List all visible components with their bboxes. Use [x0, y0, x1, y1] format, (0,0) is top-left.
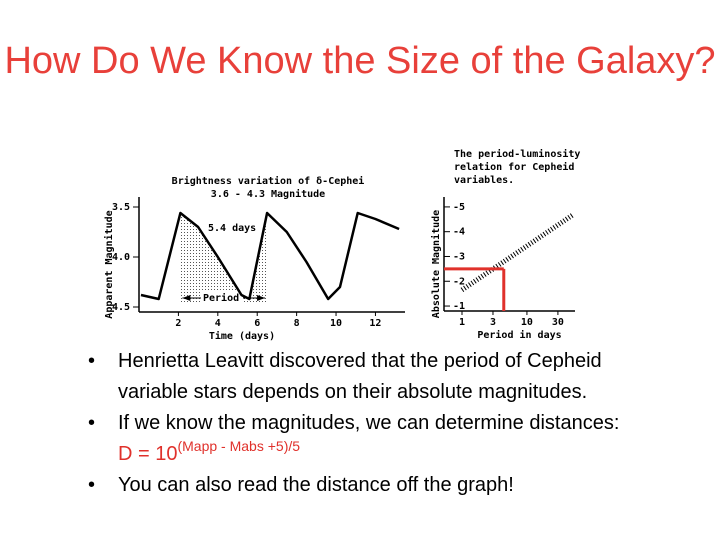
y-tick-label: 4.5 [112, 302, 130, 313]
formula: D = 10(Mapp - Mabs +5)/5 [118, 439, 300, 465]
y-tick-label: -2 [453, 276, 465, 287]
x-tick-label: 8 [294, 318, 300, 329]
x-tick-label: 12 [369, 318, 381, 329]
chart-title: The period-luminosity [454, 148, 580, 160]
x-tick-label: 6 [254, 318, 260, 329]
y-tick-label: -3 [453, 251, 465, 262]
bullet-text: Henrietta Leavitt discovered that the pe… [118, 350, 602, 403]
bullet: You can also read the distance off the g… [88, 470, 628, 501]
series-line [140, 211, 400, 301]
bullet-text: If we know the magnitudes, we can determ… [118, 412, 620, 434]
y-tick-label: -1 [453, 301, 465, 312]
annotation: 5.4 days [208, 223, 256, 234]
x-tick-label: 10 [521, 317, 533, 328]
y-tick-label: 4.0 [112, 252, 130, 263]
slide-title: How Do We Know the Size of the Galaxy? [4, 40, 716, 82]
series-line [460, 212, 575, 293]
x-tick-label: 2 [175, 318, 181, 329]
chart-subtitle: 3.6 - 4.3 Magnitude [211, 188, 325, 200]
x-tick-label: 30 [552, 317, 564, 328]
y-tick-label: -4 [453, 227, 465, 238]
chart-title: relation for Cepheid [454, 161, 574, 173]
bullet: If we know the magnitudes, we can determ… [88, 408, 628, 470]
y-tick-label: 3.5 [112, 202, 130, 213]
x-axis-label: Time (days) [209, 330, 275, 342]
x-axis-label: Period in days [477, 329, 561, 341]
formula-base: D = 10 [118, 443, 178, 465]
y-axis-label: Absolute Magnitude [430, 210, 442, 318]
y-axis-label: Apparent Magnitude [103, 210, 115, 318]
chart-title: Brightness variation of δ-Cephei [172, 175, 365, 187]
x-tick-label: 4 [215, 318, 221, 329]
x-tick-label: 3 [490, 317, 496, 328]
chart-title: variables. [454, 174, 514, 186]
bullet-text: You can also read the distance off the g… [118, 474, 514, 496]
y-tick-label: -5 [453, 202, 465, 213]
x-tick-label: 1 [459, 317, 465, 328]
formula-exponent: (Mapp - Mabs +5)/5 [177, 438, 301, 454]
annotation-bg [201, 292, 243, 304]
bullet-list: Henrietta Leavitt discovered that the pe… [88, 346, 628, 501]
bullet: Henrietta Leavitt discovered that the pe… [88, 346, 628, 408]
annotation: Period [203, 292, 239, 304]
x-tick-label: 10 [330, 318, 342, 329]
